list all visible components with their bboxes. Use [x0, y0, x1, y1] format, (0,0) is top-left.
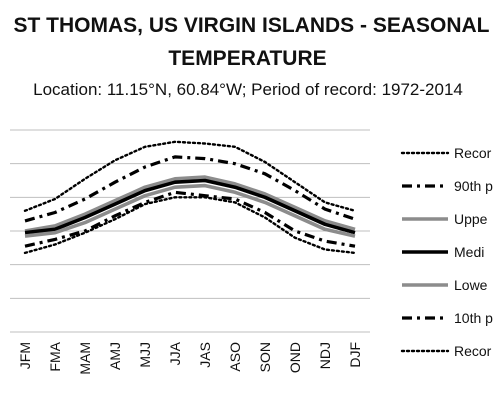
x-tick-label: AMJ	[107, 342, 123, 370]
legend-label: Lowe	[454, 277, 488, 293]
series-line-5	[24, 183, 356, 238]
series-line-2	[24, 155, 356, 223]
legend-label: 90th p	[454, 178, 493, 194]
x-tick-label: JJA	[167, 341, 183, 365]
x-tick-label: JAS	[197, 342, 213, 368]
x-tick-label: OND	[287, 342, 303, 373]
series-line-3	[24, 175, 356, 233]
legend-label: 10th p	[454, 310, 493, 326]
series-line-1	[23, 140, 357, 213]
x-tick-label: FMA	[47, 341, 63, 371]
legend-label: Uppe	[454, 211, 488, 227]
legend-label: Recor	[454, 145, 492, 161]
x-tick-label: MAM	[77, 342, 93, 375]
x-tick-label: ASO	[227, 342, 243, 372]
legend-label: Medi	[454, 244, 484, 260]
x-tick-label: MJJ	[137, 342, 153, 368]
chart-subtitle: Location: 11.15°N, 60.84°W; Period of re…	[33, 80, 463, 99]
series-line-4	[24, 178, 356, 235]
chart-title-line-1: ST THOMAS, US VIRGIN ISLANDS - SEASONAL	[13, 14, 490, 37]
x-tick-label: DJF	[347, 342, 363, 368]
series-line-6	[24, 190, 356, 248]
series-line-7	[23, 196, 357, 255]
x-tick-label: JFM	[17, 342, 33, 369]
chart-title-line-2: TEMPERATURE	[168, 47, 327, 70]
x-tick-label: SON	[257, 342, 273, 372]
legend-label: Recor	[454, 343, 492, 359]
x-tick-label: NDJ	[317, 342, 333, 369]
